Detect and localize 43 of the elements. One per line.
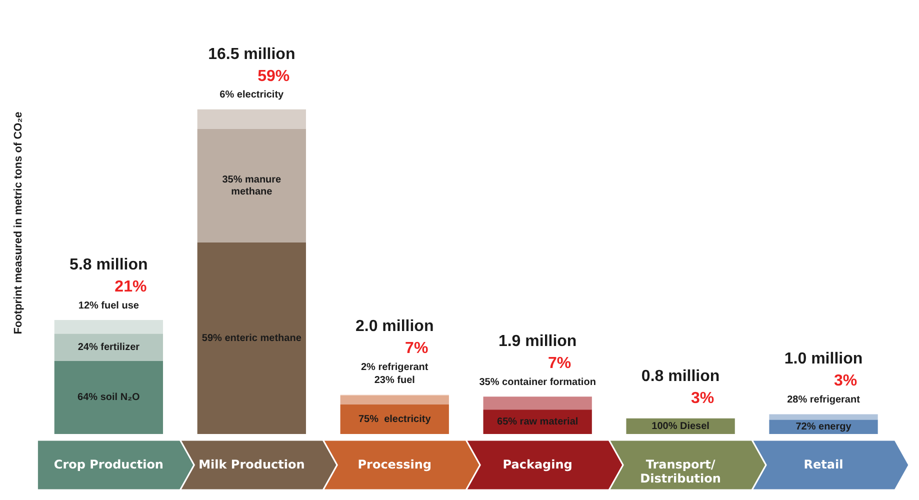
- text: 6% electricity: [220, 90, 284, 101]
- annotation: 28% refrigerant: [787, 394, 861, 406]
- bar: [483, 396, 592, 410]
- annotation: 1.0 million: [784, 350, 863, 368]
- annotation: 3%: [690, 390, 714, 407]
- x-tick-label: Crop Production: [54, 457, 164, 472]
- annotation: 35% container formation: [479, 376, 596, 388]
- text: 59%: [258, 68, 290, 85]
- y-axis-title: Footprint measured in metric tons of CO₂e: [12, 112, 25, 334]
- annotation: 7%: [405, 340, 428, 358]
- annotation: 7%: [548, 355, 572, 372]
- annotation: 1.9 million: [498, 333, 577, 350]
- annotation: 23% fuel: [374, 374, 416, 386]
- annotation: 5.8 million: [70, 256, 148, 274]
- bar: [54, 320, 164, 334]
- annotation: 24% fertilizer: [78, 342, 140, 354]
- annotation: 2.0 million: [355, 318, 434, 336]
- annotation: 72% energy: [796, 422, 852, 433]
- annotation: 35% manure methane: [222, 174, 282, 198]
- annotation: 75% electricity: [358, 414, 432, 425]
- annotation: 0.8 million: [641, 368, 720, 385]
- x-tick-label: Packaging: [502, 457, 572, 472]
- annotation: 2% refrigerant: [360, 362, 429, 373]
- x-tick-label: Transport/ Distribution: [640, 457, 721, 486]
- annotation: 3%: [834, 372, 858, 390]
- annotation: 21%: [114, 278, 147, 296]
- bar: [769, 414, 878, 420]
- x-tick-label: Retail: [804, 457, 844, 472]
- x-tick-label: Processing: [358, 457, 432, 472]
- bar: [197, 109, 306, 129]
- x-tick-label: Milk Production: [198, 457, 305, 472]
- annotation: 12% fuel use: [78, 300, 140, 312]
- bar: [340, 395, 449, 404]
- bar: [54, 360, 164, 434]
- annotation: 65% raw material: [496, 416, 578, 428]
- text: 16.5 million: [208, 46, 296, 63]
- annotation: 59% enteric methane: [202, 332, 302, 344]
- annotation: 100% Diesel: [652, 420, 710, 432]
- bar: [54, 334, 164, 361]
- annotation: 64% soil N₂O: [78, 392, 140, 404]
- bar: [197, 128, 306, 242]
- bar: [197, 242, 306, 434]
- bar: [340, 404, 449, 434]
